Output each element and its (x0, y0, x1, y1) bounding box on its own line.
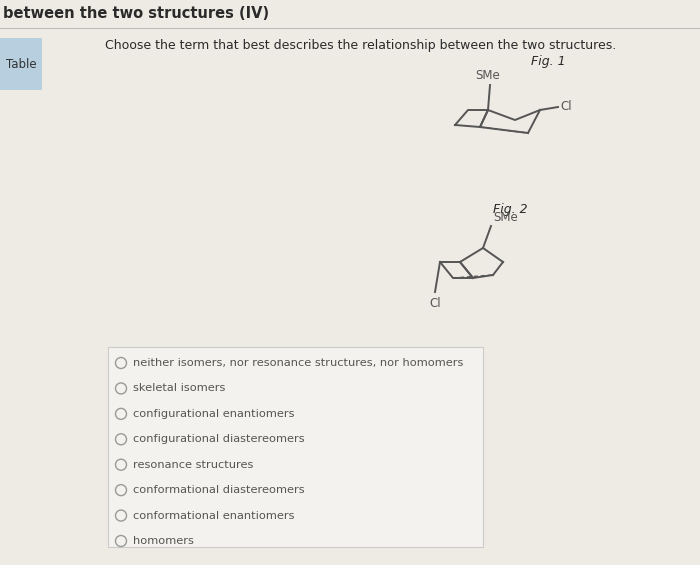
Bar (0, 38, 42, 90)
Text: neither isomers, nor resonance structures, nor homomers: neither isomers, nor resonance structure… (133, 358, 463, 368)
Text: conformational enantiomers: conformational enantiomers (133, 511, 295, 520)
Text: configurational enantiomers: configurational enantiomers (133, 409, 295, 419)
Text: SMe: SMe (493, 211, 518, 224)
Text: homomers: homomers (133, 536, 194, 546)
Text: Table: Table (6, 58, 36, 71)
Text: Fig. 2: Fig. 2 (493, 203, 527, 216)
Text: SMe: SMe (475, 69, 500, 82)
Text: Cl: Cl (429, 297, 441, 310)
Text: conformational diastereomers: conformational diastereomers (133, 485, 304, 495)
Text: Fig. 1: Fig. 1 (531, 55, 566, 68)
Text: configurational diastereomers: configurational diastereomers (133, 434, 304, 444)
Bar (108, 347, 483, 547)
Text: between the two structures (IV): between the two structures (IV) (3, 7, 269, 21)
Text: resonance structures: resonance structures (133, 460, 253, 470)
Bar (0, 0, 700, 27)
Text: Cl: Cl (560, 101, 572, 114)
Text: skeletal isomers: skeletal isomers (133, 384, 225, 393)
Text: Choose the term that best describes the relationship between the two structures.: Choose the term that best describes the … (105, 38, 616, 51)
